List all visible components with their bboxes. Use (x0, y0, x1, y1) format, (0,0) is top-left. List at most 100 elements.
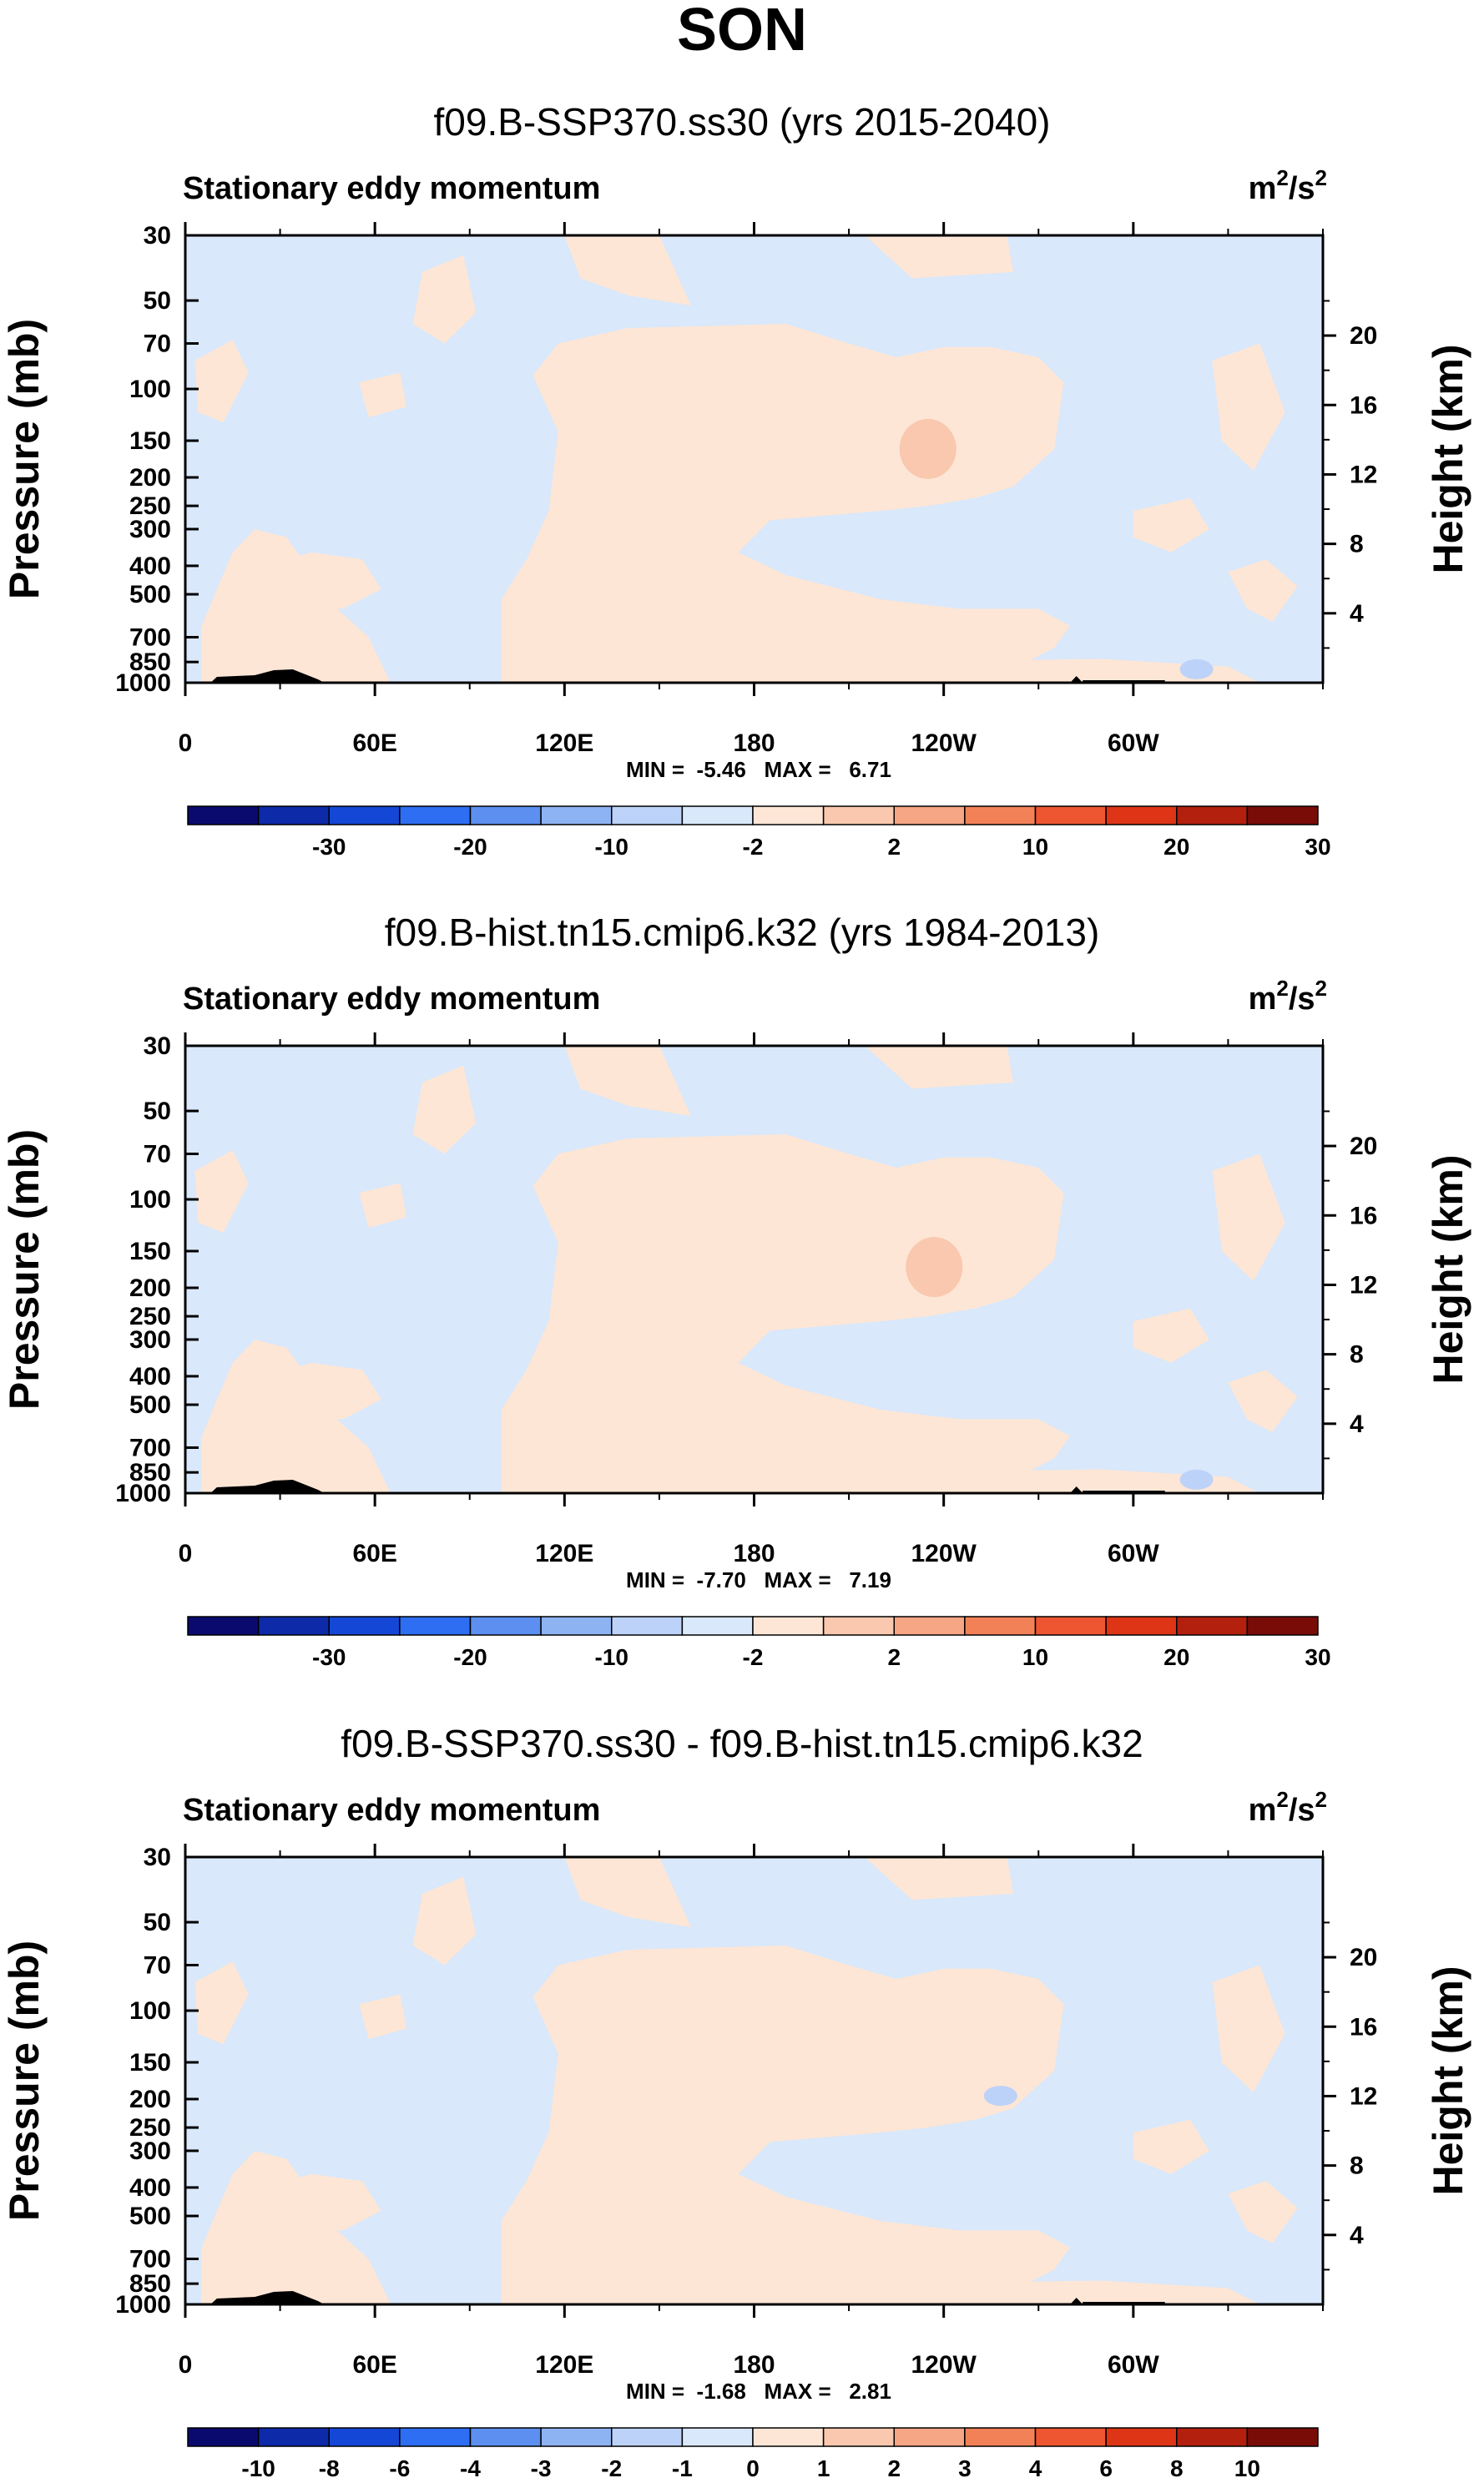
right-axis-title: Height (km) (1425, 345, 1471, 574)
colorbar-swatch (1105, 2427, 1178, 2447)
y-tick-label: 50 (144, 1909, 171, 1936)
terrain (210, 2291, 325, 2304)
x-tick-label: 60E (352, 1540, 396, 1567)
colorbar-swatch (1176, 2427, 1249, 2447)
peach-region (564, 1857, 691, 1928)
colorbar-swatch (257, 2427, 330, 2447)
colorbar-swatch (257, 1616, 330, 1636)
panel-3: f09.B-SSP370.ss30 - f09.B-hist.tn15.cmip… (1, 1722, 1471, 2481)
colorbar-swatch (399, 805, 472, 825)
maximum-blob (899, 418, 957, 479)
y-tick-label: 850 (129, 1459, 171, 1486)
y-tick-label: 500 (129, 2203, 171, 2230)
colorbar-label: -4 (460, 2455, 481, 2481)
colorbar-label: -10 (241, 2455, 275, 2481)
y-tick-label: 30 (144, 1032, 171, 1060)
peach-region (242, 1362, 381, 1420)
y-axis-title: Pressure (mb) (1, 1940, 48, 2221)
units-label: m2/s2 (1249, 165, 1327, 206)
min-max-stats: MIN = -7.70 MAX = 7.19 (626, 1567, 891, 1592)
y-tick-label: 200 (129, 2086, 171, 2113)
colorbar-label: 10 (1234, 2455, 1260, 2481)
minimum-blob (1179, 1469, 1214, 1490)
colorbar-swatch (469, 2427, 542, 2447)
peach-region (501, 1946, 1071, 2304)
colorbar-swatch (822, 1616, 895, 1636)
height-tick-label: 4 (1350, 2222, 1364, 2249)
terrain (1070, 2298, 1083, 2304)
colorbar-label: -10 (595, 1644, 628, 1670)
y-tick-label: 1000 (115, 1480, 171, 1507)
peach-region (1228, 1370, 1298, 1432)
peach-region (501, 1134, 1071, 1493)
colorbar-swatch (1246, 805, 1319, 825)
peach-region (1212, 343, 1285, 472)
height-tick-label: 20 (1350, 1133, 1377, 1160)
y-tick-label: 400 (129, 2174, 171, 2202)
minimum-blob (983, 2086, 1017, 2107)
peach-region (194, 340, 249, 423)
colorbar-swatch (1176, 805, 1249, 825)
y-tick-label: 850 (129, 2270, 171, 2298)
x-tick-label: 120W (911, 2351, 977, 2379)
colorbar-swatch (681, 1616, 754, 1636)
colorbar-label: -10 (595, 834, 628, 860)
x-tick-label: 120E (535, 729, 593, 757)
peach-region (501, 324, 1071, 683)
colorbar-swatch (893, 805, 966, 825)
y-tick-label: 400 (129, 553, 171, 580)
colorbar-label: -2 (743, 1644, 764, 1670)
colorbar-swatch (752, 2427, 825, 2447)
y-tick-label: 150 (129, 427, 171, 455)
peach-region (1133, 2119, 1209, 2174)
units-sep: /s (1289, 982, 1315, 1017)
colorbar-swatch (540, 1616, 613, 1636)
peach-region (242, 552, 381, 609)
colorbar-swatch (681, 2427, 754, 2447)
colorbar-swatch (399, 1616, 472, 1636)
right-axis-title: Height (km) (1425, 1155, 1471, 1385)
right-axis-title: Height (km) (1425, 1966, 1471, 2196)
height-tick-label: 8 (1350, 531, 1364, 558)
terrain (210, 669, 325, 683)
colorbar-swatch (1034, 1616, 1107, 1636)
y-tick-label: 50 (144, 1098, 171, 1125)
height-tick-label: 8 (1350, 2152, 1364, 2180)
colorbar: -30 -20 -10 -2 2 10 20 30 (187, 805, 1331, 860)
colorbar-swatch (1034, 2427, 1107, 2447)
peach-region (865, 1046, 1013, 1089)
peach-region (412, 1065, 477, 1154)
y-tick-label: 300 (129, 2137, 171, 2165)
units-exp2: 2 (1315, 1787, 1327, 1812)
units-exp1: 2 (1276, 1787, 1288, 1812)
peach-region (865, 235, 1013, 279)
peach-region (359, 1183, 406, 1229)
colorbar-swatch (964, 2427, 1037, 2447)
colorbar-swatch (187, 805, 260, 825)
colorbar-swatch (611, 2427, 684, 2447)
colorbar-label: -2 (743, 834, 764, 860)
height-tick-label: 16 (1350, 391, 1377, 419)
y-tick-label: 850 (129, 649, 171, 676)
x-tick-label: 0 (179, 729, 193, 757)
units-label: m2/s2 (1249, 976, 1327, 1017)
colorbar-swatch (469, 805, 542, 825)
peach-region (1228, 559, 1298, 622)
colorbar-swatch (187, 1616, 260, 1636)
height-tick-label: 16 (1350, 1202, 1377, 1229)
peach-region (412, 255, 477, 344)
y-tick-label: 100 (129, 1997, 171, 2025)
y-tick-label: 500 (129, 1391, 171, 1419)
colorbar-swatch (1034, 805, 1107, 825)
colorbar-label: 10 (1022, 834, 1048, 860)
colorbar-swatch (257, 805, 330, 825)
colorbar-label: -20 (453, 1644, 487, 1670)
height-tick-label: 8 (1350, 1341, 1364, 1369)
contour-field (185, 235, 1323, 683)
y-axis-title: Pressure (mb) (1, 319, 48, 599)
height-tick-label: 4 (1350, 600, 1364, 628)
x-tick-label: 60W (1108, 729, 1159, 757)
contour-field (185, 1046, 1323, 1493)
y-tick-label: 30 (144, 222, 171, 250)
y-tick-label: 700 (129, 2245, 171, 2273)
